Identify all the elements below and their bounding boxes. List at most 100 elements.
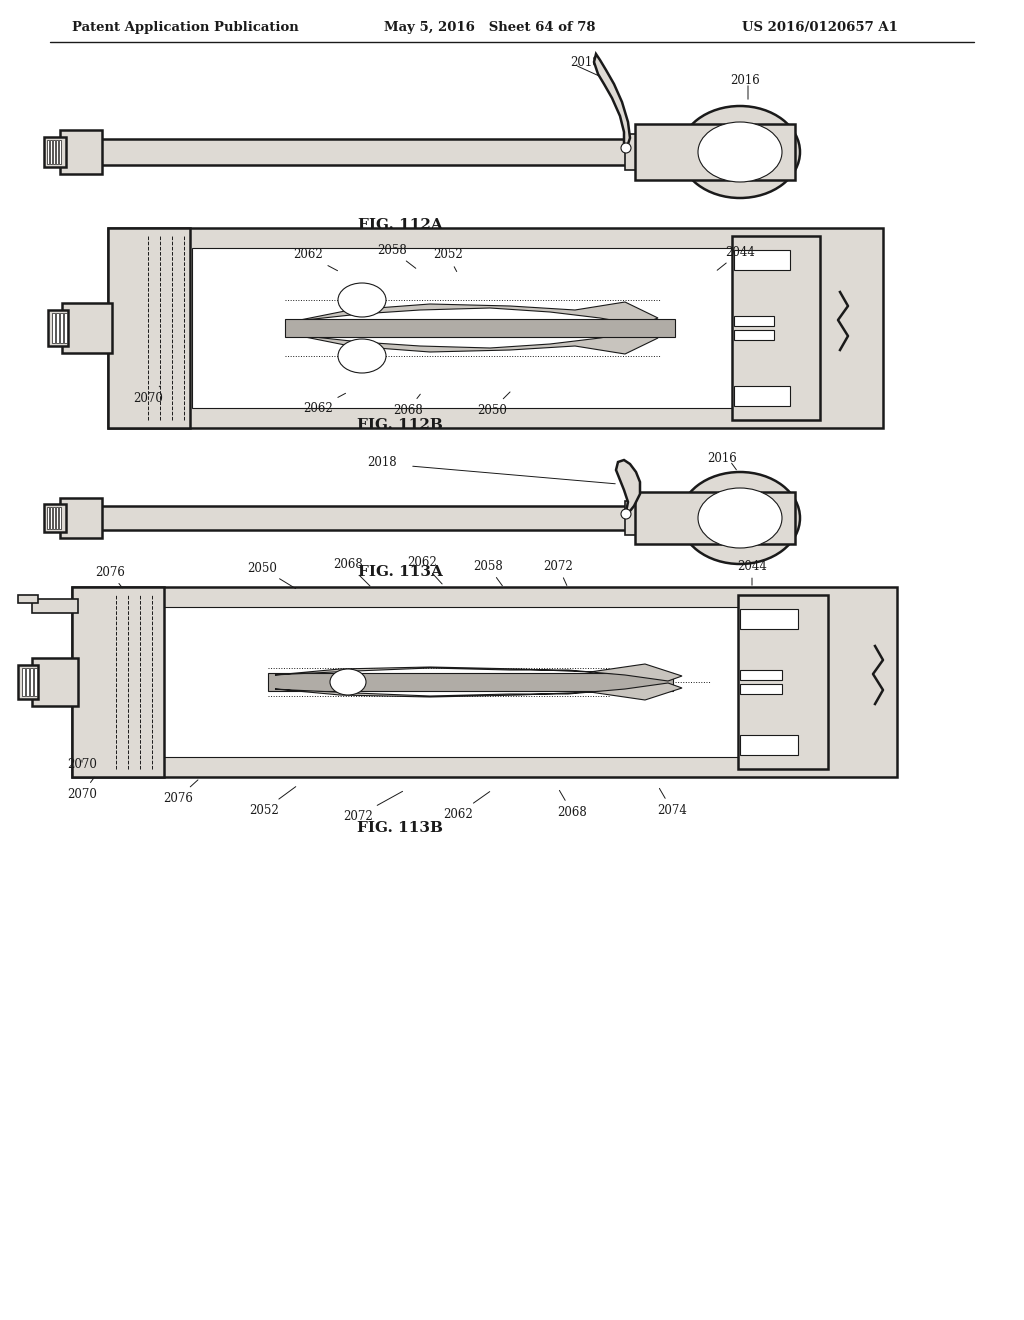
Bar [734, 385, 790, 407]
Text: 2062: 2062 [293, 248, 338, 271]
Bar [72, 587, 897, 777]
Text: 2068: 2068 [557, 791, 587, 818]
Text: FIG. 112A: FIG. 112A [357, 218, 442, 232]
Bar [18, 595, 38, 603]
Bar [62, 304, 112, 352]
Bar [95, 506, 635, 531]
Bar [732, 236, 820, 420]
Bar [108, 228, 883, 428]
Text: 2018: 2018 [570, 55, 600, 69]
Polygon shape [594, 54, 630, 150]
Bar [268, 673, 673, 690]
Bar [635, 124, 795, 180]
Bar [625, 135, 637, 170]
Bar [32, 657, 78, 706]
Bar [734, 249, 790, 271]
Text: 2058: 2058 [473, 560, 503, 586]
Text: 2016: 2016 [708, 451, 737, 465]
Bar [72, 587, 164, 777]
Text: 2052: 2052 [433, 248, 463, 272]
Text: 2044: 2044 [717, 246, 755, 271]
Ellipse shape [621, 510, 631, 519]
Text: 2072: 2072 [543, 560, 572, 586]
Ellipse shape [330, 669, 366, 696]
Bar [50, 140, 52, 164]
Bar [52, 313, 55, 343]
Text: 2058: 2058 [377, 243, 416, 268]
Bar [26, 668, 29, 696]
Ellipse shape [680, 473, 800, 564]
Bar [30, 668, 33, 696]
Polygon shape [275, 682, 682, 700]
Text: 2016: 2016 [730, 74, 760, 87]
Ellipse shape [338, 339, 386, 374]
Bar [56, 140, 58, 164]
Bar [63, 313, 67, 343]
Bar [47, 507, 49, 529]
Ellipse shape [338, 282, 386, 317]
Text: 2068: 2068 [333, 557, 370, 586]
Bar [635, 492, 795, 544]
Ellipse shape [698, 121, 782, 182]
Text: 2062: 2062 [408, 556, 442, 583]
Bar [285, 319, 675, 337]
Text: 2072: 2072 [343, 792, 402, 822]
Text: US 2016/0120657 A1: US 2016/0120657 A1 [742, 21, 898, 33]
Bar [108, 228, 190, 428]
Text: May 5, 2016   Sheet 64 of 78: May 5, 2016 Sheet 64 of 78 [384, 21, 596, 33]
Text: FIG. 113B: FIG. 113B [357, 821, 443, 836]
Polygon shape [290, 302, 658, 325]
Bar [48, 310, 68, 346]
Text: 2018: 2018 [368, 455, 397, 469]
Bar [34, 668, 37, 696]
Bar [44, 504, 66, 532]
Bar [22, 668, 25, 696]
Polygon shape [290, 331, 658, 354]
Bar [162, 607, 740, 756]
Bar [738, 595, 828, 770]
Bar [734, 315, 774, 326]
Text: 2044: 2044 [737, 560, 767, 585]
Text: 2050: 2050 [477, 392, 510, 417]
Polygon shape [616, 459, 640, 516]
Bar [18, 665, 38, 700]
Bar [32, 599, 78, 612]
Text: FIG. 113A: FIG. 113A [357, 565, 442, 579]
Bar [740, 671, 782, 680]
Polygon shape [275, 664, 682, 681]
Bar [56, 507, 58, 529]
Ellipse shape [698, 488, 782, 548]
Bar [625, 502, 637, 535]
Text: 2076: 2076 [163, 780, 198, 804]
Bar [740, 609, 798, 630]
Bar [193, 248, 737, 408]
Bar [56, 313, 59, 343]
Ellipse shape [621, 143, 631, 153]
Bar [53, 507, 55, 529]
Bar [60, 129, 102, 174]
Text: 2076: 2076 [95, 565, 125, 587]
Text: 2050: 2050 [247, 561, 296, 589]
Bar [47, 140, 49, 164]
Bar [50, 507, 52, 529]
Bar [59, 507, 61, 529]
Bar [59, 140, 61, 164]
Bar [53, 140, 55, 164]
Bar [60, 498, 102, 539]
Text: 2068: 2068 [393, 395, 423, 417]
Text: 2070: 2070 [67, 759, 97, 771]
Bar [740, 735, 798, 755]
Text: 2062: 2062 [303, 393, 345, 414]
Bar [734, 330, 774, 341]
Text: 2052: 2052 [249, 787, 296, 817]
Text: 2062: 2062 [443, 792, 489, 821]
Text: 2074: 2074 [657, 788, 687, 817]
Bar [740, 684, 782, 694]
Text: Patent Application Publication: Patent Application Publication [72, 21, 298, 33]
Ellipse shape [680, 106, 800, 198]
Text: 2070: 2070 [133, 385, 163, 404]
Text: FIG. 112B: FIG. 112B [357, 418, 443, 432]
Text: 2070: 2070 [67, 777, 97, 800]
Bar [95, 139, 630, 165]
Bar [44, 137, 66, 168]
